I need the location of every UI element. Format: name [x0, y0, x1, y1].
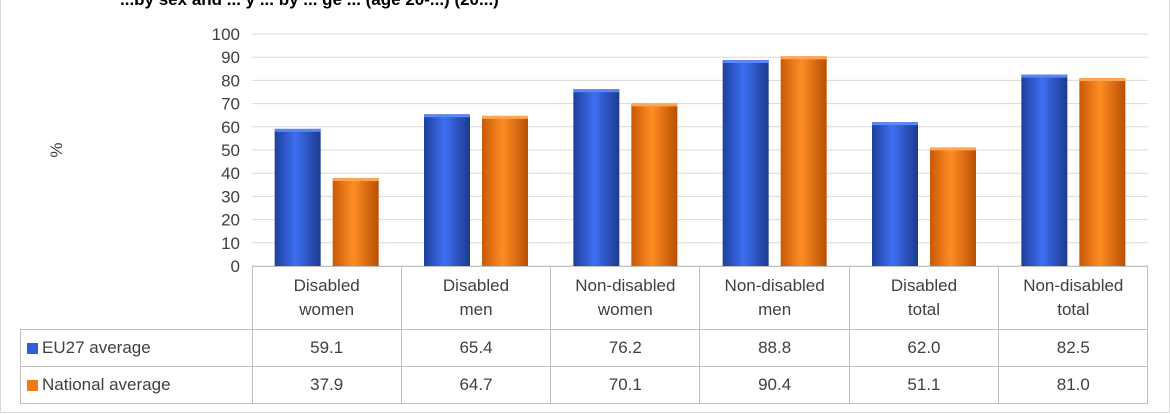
bar-body: [573, 89, 620, 266]
category-label-line: women: [597, 300, 653, 319]
bar: [872, 122, 918, 266]
bar-body: [274, 128, 321, 266]
data-label: 88.8: [699, 329, 850, 367]
y-tick-label: 0: [231, 257, 240, 276]
series-row-national: National average 37.9 64.7 70.1 90.4 51.1 81.…: [20, 366, 1149, 404]
data-label: 70.1: [550, 366, 701, 404]
category-label-line: total: [907, 300, 941, 319]
bar-top: [872, 122, 918, 126]
legend-eu27: EU27 average: [20, 329, 253, 367]
bar: [631, 103, 678, 266]
y-tick-label: 40: [221, 164, 240, 183]
category-label-line: total: [1057, 300, 1090, 319]
category-label-line: men: [459, 300, 493, 319]
data-label: 62.0: [848, 329, 1000, 367]
category-label-line: Disabled: [442, 276, 510, 295]
series-row-eu27: EU27 average 59.1 65.4 76.2 88.8 62.0 82.5: [20, 329, 1149, 367]
category-label: Non-disabled women: [550, 266, 701, 330]
category-label-line: Non-disabled: [724, 276, 825, 295]
category-label-line: Disabled: [890, 276, 958, 295]
bar: [1021, 74, 1068, 266]
bar-top: [930, 147, 976, 151]
bar-body: [1021, 74, 1068, 266]
y-tick-label: 20: [221, 211, 240, 230]
bar: [573, 89, 620, 266]
category-label: Disabled women: [251, 266, 402, 330]
category-label: Non-disabled total: [998, 266, 1149, 330]
data-label: 64.7: [400, 366, 552, 404]
legend-national: National average: [20, 366, 253, 404]
data-label: 81.0: [998, 366, 1149, 404]
category-label-line: Non-disabled: [575, 276, 676, 295]
bars: [274, 56, 1126, 266]
bar-body: [722, 59, 769, 266]
y-axis-ticks: 0 10 20 30 40 50 60 70 80 90 100: [212, 25, 240, 276]
data-table: Disabled women Disabled men Non-disabled wome…: [20, 266, 1149, 404]
bar-body: [631, 103, 678, 266]
y-tick-label: 10: [221, 234, 240, 253]
bar: [424, 114, 470, 266]
bar-top: [274, 128, 321, 132]
category-label-line: men: [758, 300, 792, 319]
y-tick-label: 90: [221, 48, 240, 67]
y-tick-label: 60: [221, 118, 240, 137]
data-label: 82.5: [998, 329, 1149, 367]
category-label-line: Non-disabled: [1023, 276, 1124, 295]
series-name: EU27 average: [42, 338, 151, 357]
category-label: Non-disabled men: [699, 266, 850, 330]
bar-body: [930, 147, 976, 266]
chart-title: ...by sex and ... y ... by ... ge ... (a…: [120, 0, 1020, 10]
bar: [274, 128, 321, 266]
national-legend-key: [27, 380, 38, 391]
bar-body: [872, 122, 918, 266]
bar-top: [573, 89, 620, 93]
bar: [332, 178, 379, 266]
bar-body: [332, 178, 379, 266]
bar: [722, 59, 769, 266]
data-label: 51.1: [848, 366, 1000, 404]
data-label: 76.2: [550, 329, 701, 367]
bar-top: [631, 103, 678, 107]
data-label: 90.4: [699, 366, 850, 404]
bar-body: [1079, 78, 1126, 266]
y-tick-label: 50: [221, 141, 240, 160]
bar-body: [482, 115, 528, 266]
data-label: 37.9: [251, 366, 402, 404]
y-tick-label: 100: [212, 25, 240, 44]
bar-top: [722, 59, 769, 63]
bar-top: [424, 114, 470, 118]
data-label: 59.1: [251, 329, 402, 367]
bar: [780, 56, 827, 266]
bar: [482, 115, 528, 266]
series-name: National average: [42, 375, 171, 394]
y-tick-label: 80: [221, 71, 240, 90]
bar-top: [482, 115, 528, 119]
bar-top: [1079, 78, 1126, 82]
y-tick-label: 70: [221, 95, 240, 114]
y-tick-label: 30: [221, 187, 240, 206]
gridlines: [252, 33, 1148, 267]
data-label: 65.4: [400, 329, 552, 367]
bar-body: [424, 114, 470, 266]
bar: [1079, 78, 1126, 266]
category-label: Disabled men: [400, 266, 552, 330]
eu27-legend-key: [27, 343, 38, 354]
bar: [930, 147, 976, 266]
y-axis-label: %: [47, 142, 66, 157]
bar-top: [780, 56, 827, 60]
bar-body: [780, 56, 827, 266]
category-label-line: women: [299, 300, 355, 319]
category-label-line: Disabled: [293, 276, 360, 295]
bar-top: [1021, 74, 1068, 78]
category-label: Disabled total: [848, 266, 1000, 330]
bar-top: [332, 178, 379, 182]
category-row: Disabled women Disabled men Non-disabled wome…: [21, 266, 1149, 330]
